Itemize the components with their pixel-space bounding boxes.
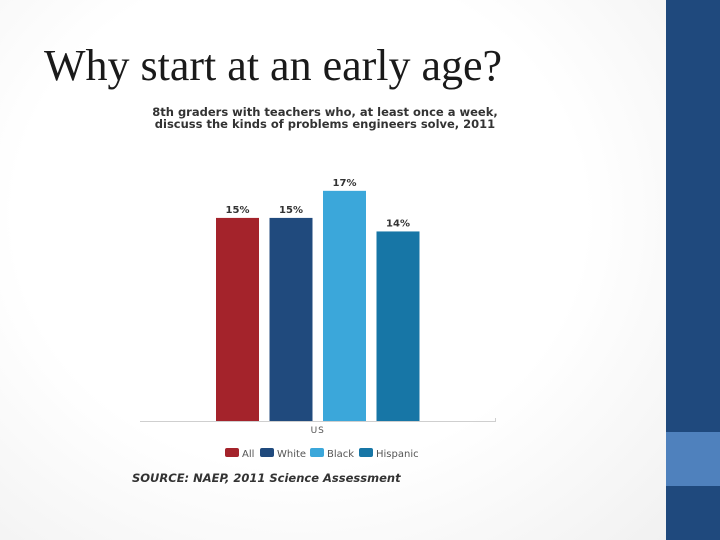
legend-swatch-black	[310, 448, 324, 457]
legend-label-black: Black	[327, 449, 354, 460]
bar-black	[323, 190, 366, 421]
category-label: US	[311, 426, 325, 436]
source-note: SOURCE: NAEP, 2011 Science Assessment	[132, 471, 401, 485]
data-label-white: 15%	[279, 205, 303, 216]
bar-all	[216, 217, 259, 421]
legend-label-white: White	[277, 449, 306, 460]
data-label-black: 17%	[333, 178, 357, 189]
legend-label-all: All	[242, 449, 254, 460]
legend-swatch-white	[260, 448, 274, 457]
side-bar-accent	[666, 432, 720, 486]
chart-title: 8th graders with teachers who, at least …	[152, 105, 498, 131]
legend-swatch-all	[225, 448, 239, 457]
legend-swatch-hispanic	[359, 448, 373, 457]
data-label-hispanic: 14%	[386, 218, 410, 229]
legend-label-hispanic: Hispanic	[376, 449, 419, 460]
data-label-all: 15%	[226, 205, 250, 216]
bar-hispanic	[376, 231, 420, 421]
slide-title: Why start at an early age?	[44, 41, 503, 90]
bar-white	[269, 217, 313, 421]
